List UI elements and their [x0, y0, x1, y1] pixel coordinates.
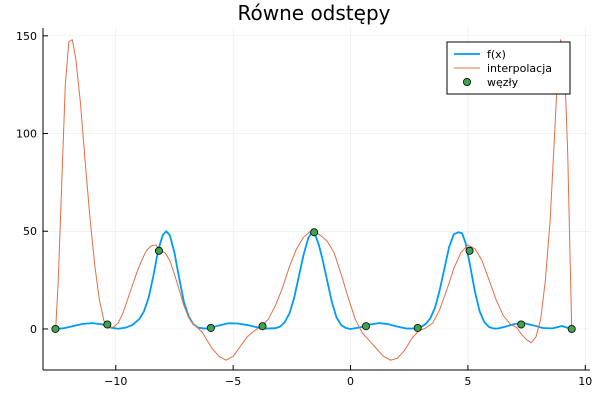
node-point: [103, 320, 112, 329]
y-tick-label: 0: [30, 323, 37, 336]
x-tick-label: 0: [347, 375, 354, 388]
y-tick-label: 50: [23, 225, 37, 238]
legend-label: węzły: [487, 76, 519, 89]
y-tick-label: 100: [16, 128, 37, 141]
node-point: [154, 246, 163, 255]
legend-swatch-marker: [462, 78, 471, 87]
series-line: [54, 230, 573, 330]
node-point: [567, 324, 576, 333]
x-tick-label: −5: [225, 375, 241, 388]
x-tick-label: −10: [104, 375, 127, 388]
node-point: [310, 228, 319, 237]
x-tick-label: 5: [464, 375, 471, 388]
legend-label: interpolacja: [487, 62, 552, 75]
chart-title: Równe odstępy: [238, 1, 391, 25]
node-point: [258, 322, 267, 331]
node-point: [413, 323, 422, 332]
node-point: [206, 323, 215, 332]
y-tick-label: 150: [16, 30, 37, 43]
node-point: [517, 320, 526, 329]
node-point: [51, 324, 60, 333]
axes: [42, 28, 590, 371]
series-line: [55, 39, 573, 361]
node-point: [465, 246, 474, 255]
plot-area: [51, 39, 576, 361]
x-tick-label: 10: [578, 375, 592, 388]
node-point: [362, 322, 371, 331]
legend-label: f(x): [487, 48, 506, 61]
